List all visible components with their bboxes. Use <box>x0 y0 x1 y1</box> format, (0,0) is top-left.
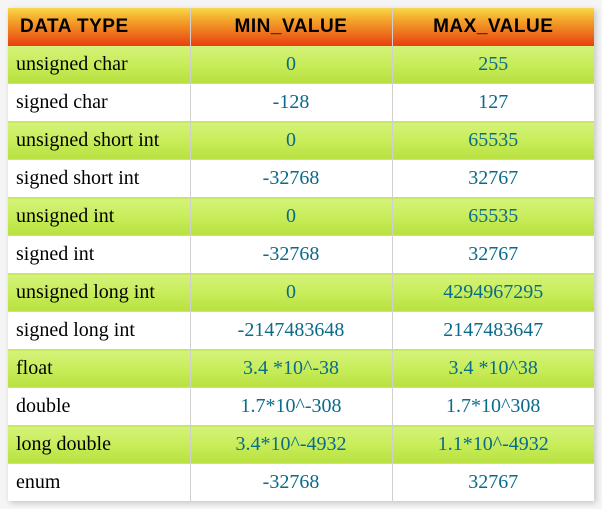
table-row: signed int -32768 32767 <box>8 236 594 274</box>
col-header-max: MAX_VALUE <box>392 8 594 46</box>
cell-min: 0 <box>190 46 392 84</box>
cell-max: 4294967295 <box>392 274 594 312</box>
cell-min: 3.4*10^-4932 <box>190 426 392 464</box>
cell-datatype: signed short int <box>8 160 190 198</box>
cell-max: 255 <box>392 46 594 84</box>
cell-min: 1.7*10^-308 <box>190 388 392 426</box>
cell-min: -32768 <box>190 160 392 198</box>
table-body: unsigned char 0 255 signed char -128 127… <box>8 46 594 501</box>
cell-datatype: unsigned short int <box>8 122 190 160</box>
cell-min: 3.4 *10^-38 <box>190 350 392 388</box>
table-row: double 1.7*10^-308 1.7*10^308 <box>8 388 594 426</box>
cell-max: 3.4 *10^38 <box>392 350 594 388</box>
cell-max: 65535 <box>392 198 594 236</box>
table-row: signed char -128 127 <box>8 84 594 122</box>
table-row: enum -32768 32767 <box>8 464 594 502</box>
table-row: unsigned char 0 255 <box>8 46 594 84</box>
col-header-min: MIN_VALUE <box>190 8 392 46</box>
cell-min: -32768 <box>190 464 392 502</box>
table-row: unsigned long int 0 4294967295 <box>8 274 594 312</box>
table-row: long double 3.4*10^-4932 1.1*10^-4932 <box>8 426 594 464</box>
cell-datatype: double <box>8 388 190 426</box>
cell-min: 0 <box>190 122 392 160</box>
cell-datatype: unsigned int <box>8 198 190 236</box>
cell-max: 1.7*10^308 <box>392 388 594 426</box>
cell-max: 32767 <box>392 236 594 274</box>
cell-datatype: enum <box>8 464 190 502</box>
table-row: signed long int -2147483648 2147483647 <box>8 312 594 350</box>
cell-max: 1.1*10^-4932 <box>392 426 594 464</box>
cell-min: 0 <box>190 198 392 236</box>
cell-max: 127 <box>392 84 594 122</box>
table-row: unsigned short int 0 65535 <box>8 122 594 160</box>
cell-datatype: unsigned long int <box>8 274 190 312</box>
cell-datatype: long double <box>8 426 190 464</box>
col-header-datatype: DATA TYPE <box>8 8 190 46</box>
cell-max: 2147483647 <box>392 312 594 350</box>
cell-datatype: float <box>8 350 190 388</box>
cell-min: -32768 <box>190 236 392 274</box>
cell-max: 65535 <box>392 122 594 160</box>
cell-datatype: signed long int <box>8 312 190 350</box>
cell-min: -2147483648 <box>190 312 392 350</box>
cell-datatype: signed char <box>8 84 190 122</box>
cell-min: 0 <box>190 274 392 312</box>
datatype-range-table-container: DATA TYPE MIN_VALUE MAX_VALUE unsigned c… <box>8 8 594 501</box>
datatype-range-table: DATA TYPE MIN_VALUE MAX_VALUE unsigned c… <box>8 8 594 501</box>
cell-datatype: unsigned char <box>8 46 190 84</box>
table-header-row: DATA TYPE MIN_VALUE MAX_VALUE <box>8 8 594 46</box>
cell-max: 32767 <box>392 464 594 502</box>
cell-max: 32767 <box>392 160 594 198</box>
cell-min: -128 <box>190 84 392 122</box>
table-row: signed short int -32768 32767 <box>8 160 594 198</box>
table-row: unsigned int 0 65535 <box>8 198 594 236</box>
cell-datatype: signed int <box>8 236 190 274</box>
table-row: float 3.4 *10^-38 3.4 *10^38 <box>8 350 594 388</box>
